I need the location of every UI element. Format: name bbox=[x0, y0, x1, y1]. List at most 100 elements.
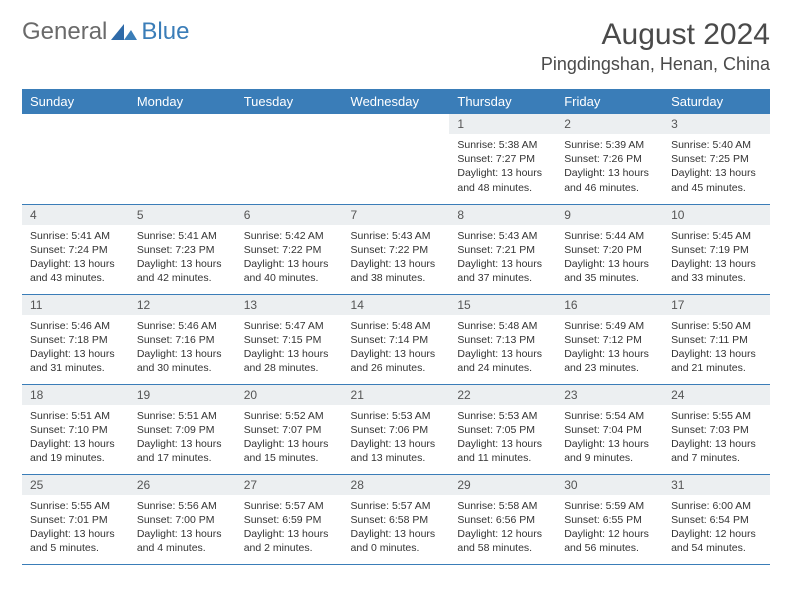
day-data: Sunrise: 5:43 AMSunset: 7:22 PMDaylight:… bbox=[343, 225, 450, 292]
calendar-day-cell: 6Sunrise: 5:42 AMSunset: 7:22 PMDaylight… bbox=[236, 204, 343, 294]
daylight-text: Daylight: 12 hours and 54 minutes. bbox=[671, 527, 762, 555]
day-data: Sunrise: 5:45 AMSunset: 7:19 PMDaylight:… bbox=[663, 225, 770, 292]
calendar-day-cell: 27Sunrise: 5:57 AMSunset: 6:59 PMDayligh… bbox=[236, 474, 343, 564]
day-number: 22 bbox=[449, 385, 556, 405]
sunrise-text: Sunrise: 5:55 AM bbox=[671, 409, 762, 423]
day-number: 19 bbox=[129, 385, 236, 405]
day-number: 24 bbox=[663, 385, 770, 405]
sunset-text: Sunset: 7:09 PM bbox=[137, 423, 228, 437]
day-number: 9 bbox=[556, 205, 663, 225]
sunrise-text: Sunrise: 5:51 AM bbox=[137, 409, 228, 423]
sunrise-text: Sunrise: 5:55 AM bbox=[30, 499, 121, 513]
sunrise-text: Sunrise: 5:51 AM bbox=[30, 409, 121, 423]
calendar-body: 1Sunrise: 5:38 AMSunset: 7:27 PMDaylight… bbox=[22, 114, 770, 564]
daylight-text: Daylight: 12 hours and 58 minutes. bbox=[457, 527, 548, 555]
day-number: 20 bbox=[236, 385, 343, 405]
daylight-text: Daylight: 13 hours and 5 minutes. bbox=[30, 527, 121, 555]
sunset-text: Sunset: 7:18 PM bbox=[30, 333, 121, 347]
daylight-text: Daylight: 13 hours and 4 minutes. bbox=[137, 527, 228, 555]
calendar-day-cell: 30Sunrise: 5:59 AMSunset: 6:55 PMDayligh… bbox=[556, 474, 663, 564]
sunrise-text: Sunrise: 5:41 AM bbox=[137, 229, 228, 243]
day-number: 26 bbox=[129, 475, 236, 495]
day-number: 18 bbox=[22, 385, 129, 405]
calendar-day-cell bbox=[343, 114, 450, 204]
sunrise-text: Sunrise: 5:57 AM bbox=[244, 499, 335, 513]
calendar-day-cell: 26 Sunrise: 5:56 AMSunset: 7:00 PMDayligh… bbox=[129, 474, 236, 564]
day-data: Sunrise: 5:52 AMSunset: 7:07 PMDaylight:… bbox=[236, 405, 343, 472]
day-data: Sunrise: 5:42 AMSunset: 7:22 PMDaylight:… bbox=[236, 225, 343, 292]
daylight-text: Daylight: 13 hours and 24 minutes. bbox=[457, 347, 548, 375]
day-number: 27 bbox=[236, 475, 343, 495]
calendar-day-cell: 29Sunrise: 5:58 AMSunset: 6:56 PMDayligh… bbox=[449, 474, 556, 564]
calendar-table: Sunday Monday Tuesday Wednesday Thursday… bbox=[22, 89, 770, 565]
sunrise-text: Sunrise: 5:53 AM bbox=[351, 409, 442, 423]
sunrise-text: Sunrise: 6:00 AM bbox=[671, 499, 762, 513]
sunset-text: Sunset: 7:16 PM bbox=[137, 333, 228, 347]
sunset-text: Sunset: 7:10 PM bbox=[30, 423, 121, 437]
sunset-text: Sunset: 7:15 PM bbox=[244, 333, 335, 347]
sunrise-text: Sunrise: 5:59 AM bbox=[564, 499, 655, 513]
sunset-text: Sunset: 7:06 PM bbox=[351, 423, 442, 437]
day-number: 10 bbox=[663, 205, 770, 225]
sunset-text: Sunset: 6:54 PM bbox=[671, 513, 762, 527]
sunrise-text: Sunrise: 5:38 AM bbox=[457, 138, 548, 152]
day-data: Sunrise: 5:38 AMSunset: 7:27 PMDaylight:… bbox=[449, 134, 556, 201]
weekday-header: Friday bbox=[556, 89, 663, 114]
sunset-text: Sunset: 7:11 PM bbox=[671, 333, 762, 347]
sunset-text: Sunset: 7:22 PM bbox=[244, 243, 335, 257]
sunset-text: Sunset: 7:19 PM bbox=[671, 243, 762, 257]
sunset-text: Sunset: 7:20 PM bbox=[564, 243, 655, 257]
sunrise-text: Sunrise: 5:41 AM bbox=[30, 229, 121, 243]
calendar-day-cell: 12Sunrise: 5:46 AMSunset: 7:16 PMDayligh… bbox=[129, 294, 236, 384]
day-number: 29 bbox=[449, 475, 556, 495]
header: General Blue August 2024 Pingdingshan, H… bbox=[22, 18, 770, 75]
day-data: Sunrise: 5:51 AMSunset: 7:10 PMDaylight:… bbox=[22, 405, 129, 472]
day-data: Sunrise: 5:51 AMSunset: 7:09 PMDaylight:… bbox=[129, 405, 236, 472]
day-data: Sunrise: 5:57 AMSunset: 6:58 PMDaylight:… bbox=[343, 495, 450, 562]
day-data: Sunrise: 5:50 AMSunset: 7:11 PMDaylight:… bbox=[663, 315, 770, 382]
daylight-text: Daylight: 13 hours and 45 minutes. bbox=[671, 166, 762, 194]
calendar-day-cell: 28Sunrise: 5:57 AMSunset: 6:58 PMDayligh… bbox=[343, 474, 450, 564]
day-number: 1 bbox=[449, 114, 556, 134]
daylight-text: Daylight: 13 hours and 23 minutes. bbox=[564, 347, 655, 375]
daylight-text: Daylight: 13 hours and 7 minutes. bbox=[671, 437, 762, 465]
sunrise-text: Sunrise: 5:52 AM bbox=[244, 409, 335, 423]
calendar-day-cell: 16Sunrise: 5:49 AMSunset: 7:12 PMDayligh… bbox=[556, 294, 663, 384]
daylight-text: Daylight: 13 hours and 35 minutes. bbox=[564, 257, 655, 285]
day-data: Sunrise: 5:54 AMSunset: 7:04 PMDaylight:… bbox=[556, 405, 663, 472]
day-data: Sunrise: 5:40 AMSunset: 7:25 PMDaylight:… bbox=[663, 134, 770, 201]
sunrise-text: Sunrise: 5:56 AM bbox=[137, 499, 228, 513]
day-number: 2 bbox=[556, 114, 663, 134]
logo: General Blue bbox=[22, 18, 189, 46]
daylight-text: Daylight: 13 hours and 30 minutes. bbox=[137, 347, 228, 375]
day-data: Sunrise: 5:48 AMSunset: 7:13 PMDaylight:… bbox=[449, 315, 556, 382]
month-title: August 2024 bbox=[541, 18, 770, 52]
sunset-text: Sunset: 7:12 PM bbox=[564, 333, 655, 347]
calendar-week-row: 4Sunrise: 5:41 AMSunset: 7:24 PMDaylight… bbox=[22, 204, 770, 294]
sunset-text: Sunset: 7:07 PM bbox=[244, 423, 335, 437]
sunrise-text: Sunrise: 5:48 AM bbox=[457, 319, 548, 333]
day-data: Sunrise: 5:39 AMSunset: 7:26 PMDaylight:… bbox=[556, 134, 663, 201]
day-number: 4 bbox=[22, 205, 129, 225]
daylight-text: Daylight: 13 hours and 48 minutes. bbox=[457, 166, 548, 194]
sunrise-text: Sunrise: 5:40 AM bbox=[671, 138, 762, 152]
sunset-text: Sunset: 7:21 PM bbox=[457, 243, 548, 257]
calendar-day-cell: 1Sunrise: 5:38 AMSunset: 7:27 PMDaylight… bbox=[449, 114, 556, 204]
calendar-week-row: 11Sunrise: 5:46 AMSunset: 7:18 PMDayligh… bbox=[22, 294, 770, 384]
sunset-text: Sunset: 7:00 PM bbox=[137, 513, 228, 527]
day-data: Sunrise: 5:57 AMSunset: 6:59 PMDaylight:… bbox=[236, 495, 343, 562]
sunset-text: Sunset: 7:22 PM bbox=[351, 243, 442, 257]
calendar-day-cell: 7Sunrise: 5:43 AMSunset: 7:22 PMDaylight… bbox=[343, 204, 450, 294]
sunset-text: Sunset: 6:56 PM bbox=[457, 513, 548, 527]
daylight-text: Daylight: 13 hours and 38 minutes. bbox=[351, 257, 442, 285]
calendar-day-cell: 8Sunrise: 5:43 AMSunset: 7:21 PMDaylight… bbox=[449, 204, 556, 294]
sunrise-text: Sunrise: 5:53 AM bbox=[457, 409, 548, 423]
day-data: Sunrise: 5:46 AMSunset: 7:16 PMDaylight:… bbox=[129, 315, 236, 382]
sunset-text: Sunset: 7:24 PM bbox=[30, 243, 121, 257]
sunset-text: Sunset: 7:23 PM bbox=[137, 243, 228, 257]
day-number: 28 bbox=[343, 475, 450, 495]
sunset-text: Sunset: 7:14 PM bbox=[351, 333, 442, 347]
day-data: Sunrise: 5:48 AMSunset: 7:14 PMDaylight:… bbox=[343, 315, 450, 382]
location: Pingdingshan, Henan, China bbox=[541, 54, 770, 75]
day-data: Sunrise: 5:53 AMSunset: 7:06 PMDaylight:… bbox=[343, 405, 450, 472]
